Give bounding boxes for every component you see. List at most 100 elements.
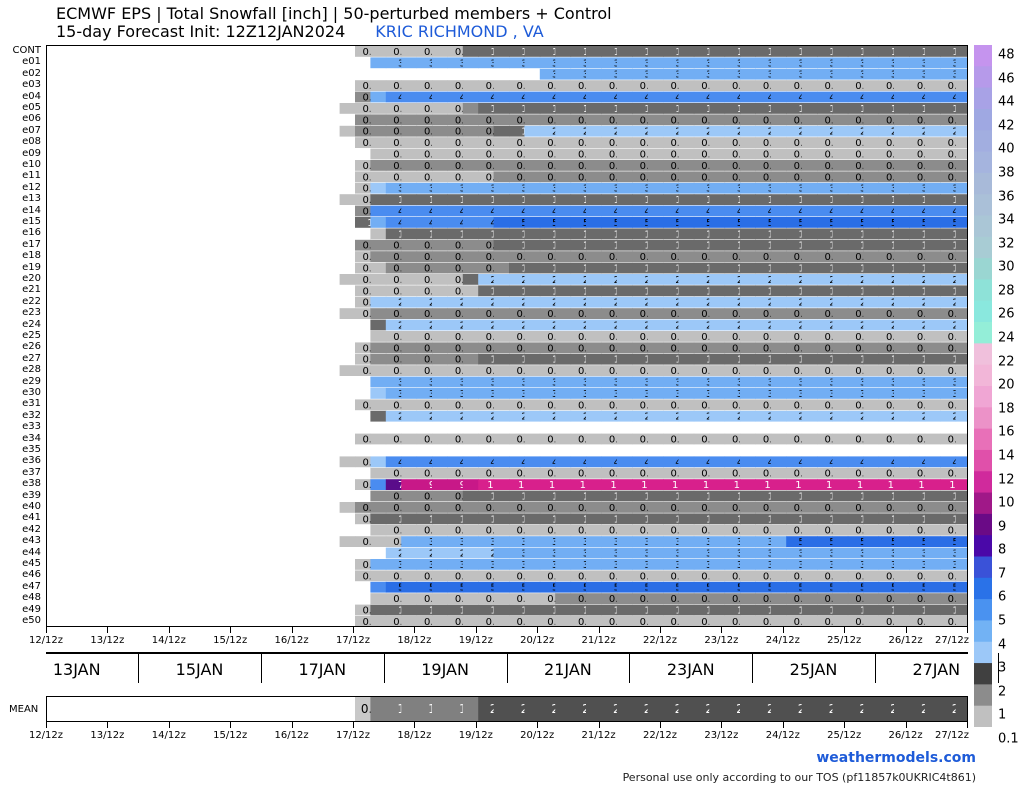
heatmap-cell <box>647 342 664 354</box>
heatmap-cell <box>847 308 864 319</box>
heatmap-cell <box>755 502 772 513</box>
heatmap-cell <box>894 194 910 205</box>
heatmap-cell <box>663 399 679 411</box>
heatmap-cell <box>924 285 941 297</box>
heatmap-cell <box>955 559 967 570</box>
heatmap-cell <box>355 353 371 365</box>
heatmap-cell <box>385 559 402 570</box>
heatmap-cell <box>863 547 880 559</box>
heatmap-cell <box>493 251 510 262</box>
member-label: e03 <box>22 79 41 91</box>
heatmap-cell <box>909 228 926 240</box>
heatmap-cell <box>663 274 679 285</box>
heatmap-cell <box>709 581 726 593</box>
heatmap-cell <box>955 80 967 91</box>
heatmap-cell <box>740 148 756 160</box>
heatmap-cell <box>693 593 710 604</box>
heatmap-cell <box>878 399 895 411</box>
x-tick <box>782 722 784 728</box>
heatmap-cell <box>416 114 433 126</box>
heatmap-cell <box>539 353 556 365</box>
heatmap-cell <box>432 376 448 388</box>
heatmap-cell <box>817 524 833 536</box>
heatmap-cell <box>524 365 541 376</box>
heatmap-cell <box>940 160 957 171</box>
heatmap-cell <box>863 125 880 137</box>
heatmap-cell <box>786 365 803 376</box>
colorbar-swatch <box>974 705 992 728</box>
heatmap-cell <box>555 433 572 445</box>
heatmap-cell <box>832 559 849 570</box>
heatmap-cell <box>724 103 741 114</box>
heatmap-cell <box>478 456 495 468</box>
colorbar-swatch <box>974 513 992 536</box>
heatmap-cell <box>509 103 525 114</box>
heatmap-cell <box>740 331 756 342</box>
heatmap-cell <box>863 502 880 513</box>
x-tick-label: 20/12z <box>520 730 555 741</box>
heatmap-cell <box>370 205 387 217</box>
heatmap-cell <box>940 399 957 411</box>
heatmap-cell <box>401 319 418 331</box>
heatmap-cell <box>878 228 895 240</box>
colorbar-swatch <box>974 108 992 131</box>
heatmap-cell <box>478 536 495 547</box>
colorbar-tick-label: 34 <box>998 212 1015 228</box>
heatmap-cell <box>847 604 864 616</box>
heatmap-cell <box>863 365 880 376</box>
heatmap-cell <box>770 57 787 69</box>
x-day-label: 19JAN <box>421 660 469 679</box>
heatmap-cell <box>462 274 479 285</box>
heatmap-cell <box>663 239 679 251</box>
heatmap-cell <box>817 274 833 285</box>
heatmap-cell <box>709 205 726 217</box>
heatmap-cell <box>878 536 895 547</box>
heatmap-cell <box>462 399 479 411</box>
mean-cell <box>462 697 479 721</box>
heatmap-cell <box>924 479 941 490</box>
heatmap-cell <box>863 331 880 342</box>
member-label: e42 <box>22 523 41 535</box>
heatmap-cell <box>539 285 556 297</box>
heatmap-cell <box>678 262 695 274</box>
mean-cell <box>401 697 418 721</box>
heatmap-cell <box>817 262 833 274</box>
heatmap-cell <box>616 376 633 388</box>
heatmap-cell <box>693 410 710 422</box>
heatmap-cell <box>432 490 448 502</box>
heatmap-cell <box>339 502 356 513</box>
heatmap-cell <box>632 80 649 91</box>
heatmap-cell <box>447 388 464 399</box>
heatmap-cell <box>432 616 448 626</box>
heatmap-cell <box>724 194 741 205</box>
day-divider <box>506 653 508 683</box>
heatmap-cell <box>817 80 833 91</box>
heatmap-cell <box>878 171 895 183</box>
heatmap-cell <box>447 604 464 616</box>
heatmap-cell <box>770 194 787 205</box>
heatmap-cell <box>570 251 587 262</box>
heatmap-cell <box>586 376 602 388</box>
heatmap-cell <box>493 513 510 525</box>
heatmap-cell <box>894 308 910 319</box>
heatmap-cell <box>432 547 448 559</box>
colorbar-tick-label: 36 <box>998 189 1015 205</box>
heatmap-cell <box>693 456 710 468</box>
heatmap-cell <box>909 91 926 103</box>
heatmap-cell <box>832 80 849 91</box>
heatmap-cell <box>847 581 864 593</box>
heatmap-cell <box>416 171 433 183</box>
day-divider <box>997 653 999 683</box>
heatmap-cell <box>447 114 464 126</box>
colorbar-swatch <box>974 45 992 67</box>
heatmap-cell <box>878 251 895 262</box>
heatmap-cell <box>709 604 726 616</box>
x-tick <box>660 722 661 728</box>
heatmap-cell <box>401 467 418 479</box>
x-tick-label: 14/12z <box>151 730 186 741</box>
heatmap-cell <box>524 262 541 274</box>
heatmap-cell <box>832 228 849 240</box>
heatmap-cell <box>355 433 371 445</box>
heatmap-cell <box>586 103 602 114</box>
heatmap-cell <box>462 57 479 69</box>
